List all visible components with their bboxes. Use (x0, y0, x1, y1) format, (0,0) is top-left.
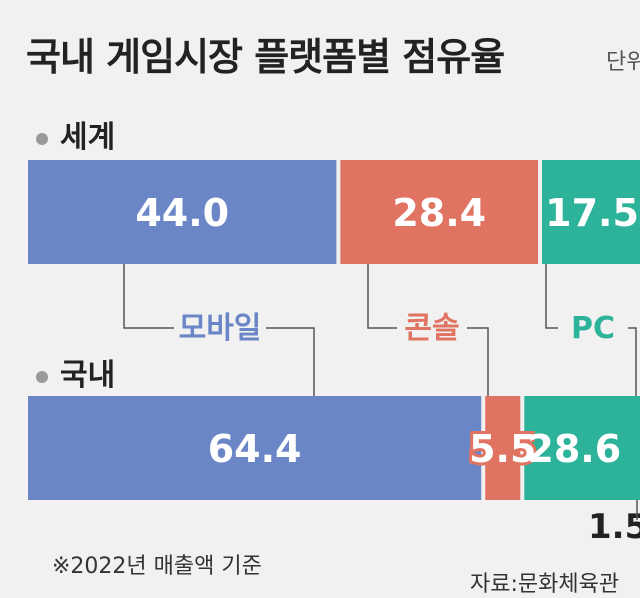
data-label: 44.0 (135, 191, 229, 235)
bar-world-console (340, 160, 539, 264)
data-label: 64.4 (208, 427, 302, 471)
bullet-icon (36, 370, 48, 383)
bar-domestic-console (485, 396, 521, 500)
connector-line-mobile (123, 264, 174, 329)
bar-domestic-pc (524, 396, 640, 500)
unit-label: 단위 (606, 50, 640, 75)
chart-title: 국내 게임시장 플랫폼별 점유율 (26, 35, 505, 79)
data-label: 28.6 (527, 427, 621, 471)
data-label-other: 1.5 (588, 507, 640, 547)
connector-line-console (367, 264, 397, 329)
bar-world-mobile (28, 160, 337, 264)
bar-world-pc (542, 160, 640, 264)
connector-line-pc (545, 264, 558, 329)
series-label-mobile: 모바일 (179, 311, 262, 346)
series-label-pc: PC (571, 311, 615, 346)
data-label: 5.5 (469, 427, 536, 471)
connector-line-pc (628, 327, 637, 396)
data-label: 17.5 (545, 191, 639, 235)
bar-domestic-mobile (28, 396, 482, 500)
connector-line-console (467, 327, 489, 396)
group-label-domestic: 국내 (36, 350, 115, 394)
bullet-icon (36, 132, 48, 145)
source-label: 자료:문화체육관 (470, 572, 620, 597)
connector-line-mobile (266, 327, 315, 396)
group-label-world: 세계 (36, 112, 115, 156)
series-label-console: 콘솔 (404, 311, 459, 346)
footnote: ※2022년 매출액 기준 (52, 554, 262, 579)
data-label: 28.4 (392, 191, 486, 235)
